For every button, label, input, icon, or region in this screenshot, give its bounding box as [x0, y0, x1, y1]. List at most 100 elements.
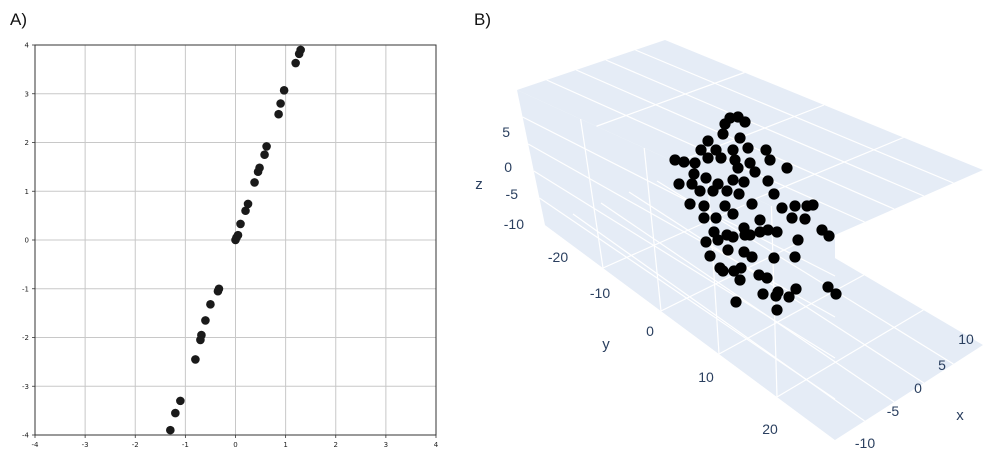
- data-point: [712, 234, 724, 246]
- grid-line: [572, 213, 865, 422]
- panel-a-label: A): [10, 10, 27, 29]
- y-tick-label: 2: [25, 139, 29, 147]
- data-point: [250, 178, 259, 187]
- data-point: [171, 408, 180, 418]
- data-point: [792, 234, 804, 246]
- x-tick-label: -2: [132, 441, 139, 449]
- x-tick-label: 4: [434, 441, 439, 449]
- data-point: [291, 58, 300, 68]
- data-point: [761, 272, 773, 284]
- z-axis-title: z: [475, 176, 483, 193]
- grid-line: [600, 202, 895, 403]
- x-axis-title: x: [956, 407, 964, 424]
- data-point: [776, 202, 788, 214]
- data-point: [789, 251, 801, 263]
- data-point: [790, 283, 802, 295]
- data-point: [262, 142, 271, 151]
- data-point: [742, 142, 754, 154]
- data-point: [783, 291, 795, 303]
- data-point: [789, 200, 801, 212]
- x-tick-label: 10: [958, 331, 974, 347]
- y-tick-label: 10: [698, 369, 714, 385]
- y-tick-label: 0: [25, 237, 29, 245]
- x-tick-label: 3: [384, 441, 388, 449]
- y-tick-label: -4: [22, 432, 30, 440]
- z-tick-label: 0: [504, 159, 512, 175]
- data-point: [678, 156, 690, 168]
- data-point: [754, 214, 766, 226]
- data-point: [698, 212, 710, 224]
- grid-line: [776, 309, 924, 398]
- data-point: [727, 231, 739, 243]
- data-point: [746, 251, 758, 263]
- data-point: [799, 213, 811, 225]
- y-tick-label: 20: [762, 421, 778, 437]
- data-point: [738, 176, 750, 188]
- panel-b-label: B): [474, 10, 491, 29]
- data-point: [689, 157, 701, 169]
- data-point: [721, 185, 733, 197]
- back-wall: [517, 40, 983, 235]
- x-tick-label: 5: [938, 357, 946, 373]
- data-point: [695, 144, 707, 156]
- data-point: [274, 109, 283, 119]
- x-tick-label: -3: [82, 441, 89, 449]
- z-tick-label: -10: [504, 216, 524, 232]
- floor: [545, 170, 983, 440]
- z-tick-label: 5: [502, 124, 510, 140]
- grid-line: [707, 176, 720, 355]
- grid-line: [770, 205, 778, 398]
- x-tick-label: -1: [182, 441, 189, 449]
- data-point: [176, 396, 185, 406]
- scatter-plot-2d: -4 -3 -2 -1 0 1 2 3 4 -4 -3 -2 -1 0 1 2 3 4: [22, 42, 439, 450]
- data-point: [296, 45, 305, 55]
- data-point: [673, 178, 685, 190]
- data-point: [757, 288, 769, 300]
- data-point: [702, 152, 714, 164]
- grid-line: [656, 180, 954, 365]
- data-point: [807, 199, 819, 211]
- data-point: [749, 166, 761, 178]
- y-tick-label: -10: [590, 285, 610, 301]
- data-point: [744, 157, 756, 169]
- data-point: [771, 304, 783, 316]
- y-tick-label: -20: [548, 249, 568, 265]
- grid-line: [533, 170, 836, 359]
- data-point: [781, 162, 793, 174]
- data-point: [762, 224, 774, 236]
- y-tick-label: -1: [22, 285, 29, 293]
- y-tick-label: 3: [25, 90, 29, 98]
- x-tick-label: 0: [233, 441, 237, 449]
- data-point: [762, 175, 774, 187]
- plot-frame: [34, 44, 437, 436]
- data-point: [738, 246, 750, 258]
- data-point: [722, 244, 734, 256]
- data-point: [707, 185, 719, 197]
- data-point: [710, 212, 722, 224]
- data-point: [719, 118, 731, 130]
- z-tick-label: -5: [506, 186, 519, 202]
- data-point: [768, 252, 780, 264]
- x-tick-label: -4: [32, 441, 40, 449]
- data-point: [770, 290, 782, 302]
- y-tick-label: -3: [22, 383, 29, 391]
- data-point: [710, 144, 722, 156]
- data-point: [214, 284, 224, 294]
- x-tick-label: 1: [283, 441, 287, 449]
- data-point: [746, 198, 758, 210]
- data-point: [717, 265, 729, 277]
- grid-line: [522, 116, 836, 277]
- data-point: [733, 188, 745, 200]
- data-point: [276, 99, 285, 108]
- data-point: [727, 208, 739, 220]
- data-point: [735, 262, 747, 274]
- y-tick-label: 4: [25, 42, 30, 50]
- data-point: [669, 154, 681, 166]
- x-tick-label: 0: [914, 380, 922, 396]
- y-tick-label: 0: [646, 323, 654, 339]
- data-point: [702, 135, 714, 147]
- data-point: [730, 296, 742, 308]
- data-point: [191, 355, 200, 364]
- data-point: [727, 174, 739, 186]
